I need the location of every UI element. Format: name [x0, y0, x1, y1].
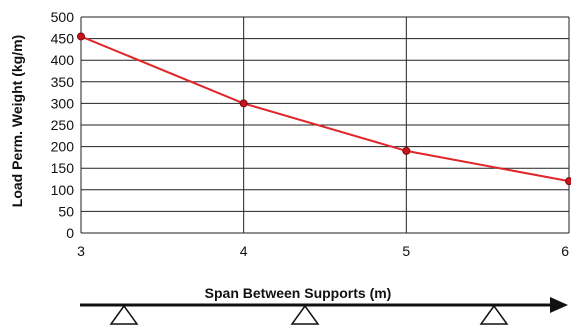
support-triangle-icon [109, 304, 139, 325]
span-arrow-head-icon [550, 297, 568, 313]
data-point [402, 146, 411, 155]
x-tick-label: 5 [402, 243, 410, 259]
data-point [239, 99, 248, 108]
support-triangle-icon [290, 304, 320, 325]
y-tick-label: 500 [51, 9, 75, 25]
y-tick-label: 250 [51, 117, 75, 133]
y-tick-label: 50 [58, 203, 74, 219]
x-tick-label: 4 [240, 243, 248, 259]
y-tick-label: 150 [51, 160, 75, 176]
span-arrow-diagram [80, 297, 568, 325]
y-tick-label: 200 [51, 139, 75, 155]
y-tick-label: 400 [51, 52, 75, 68]
y-axis-label: Load Perm. Weight (kg/m) [9, 35, 25, 207]
y-tick-label: 350 [51, 74, 75, 90]
y-tick-label: 300 [51, 95, 75, 111]
data-point [77, 32, 85, 41]
support-triangle-icon [479, 304, 509, 325]
y-tick-label: 0 [66, 225, 74, 241]
x-axis-label: Span Between Supports (m) [205, 285, 392, 301]
x-tick-labels: 3 4 5 6 [77, 243, 569, 259]
series-layer [77, 32, 571, 186]
y-tick-labels: 0 50 100 150 200 250 300 350 400 450 500 [51, 9, 75, 241]
x-tick-label: 3 [77, 243, 85, 259]
y-tick-label: 450 [51, 31, 75, 47]
series-line [80, 35, 570, 183]
data-point [565, 177, 571, 186]
grid [80, 16, 570, 234]
y-tick-label: 100 [51, 182, 75, 198]
x-tick-label: 6 [561, 243, 569, 259]
